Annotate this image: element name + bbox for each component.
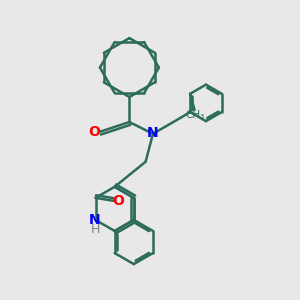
- Text: H: H: [90, 223, 100, 236]
- Text: O: O: [89, 125, 100, 139]
- Text: O: O: [112, 194, 124, 208]
- Text: N: N: [147, 126, 159, 140]
- Text: N: N: [89, 213, 101, 227]
- Text: CH₃: CH₃: [185, 110, 204, 120]
